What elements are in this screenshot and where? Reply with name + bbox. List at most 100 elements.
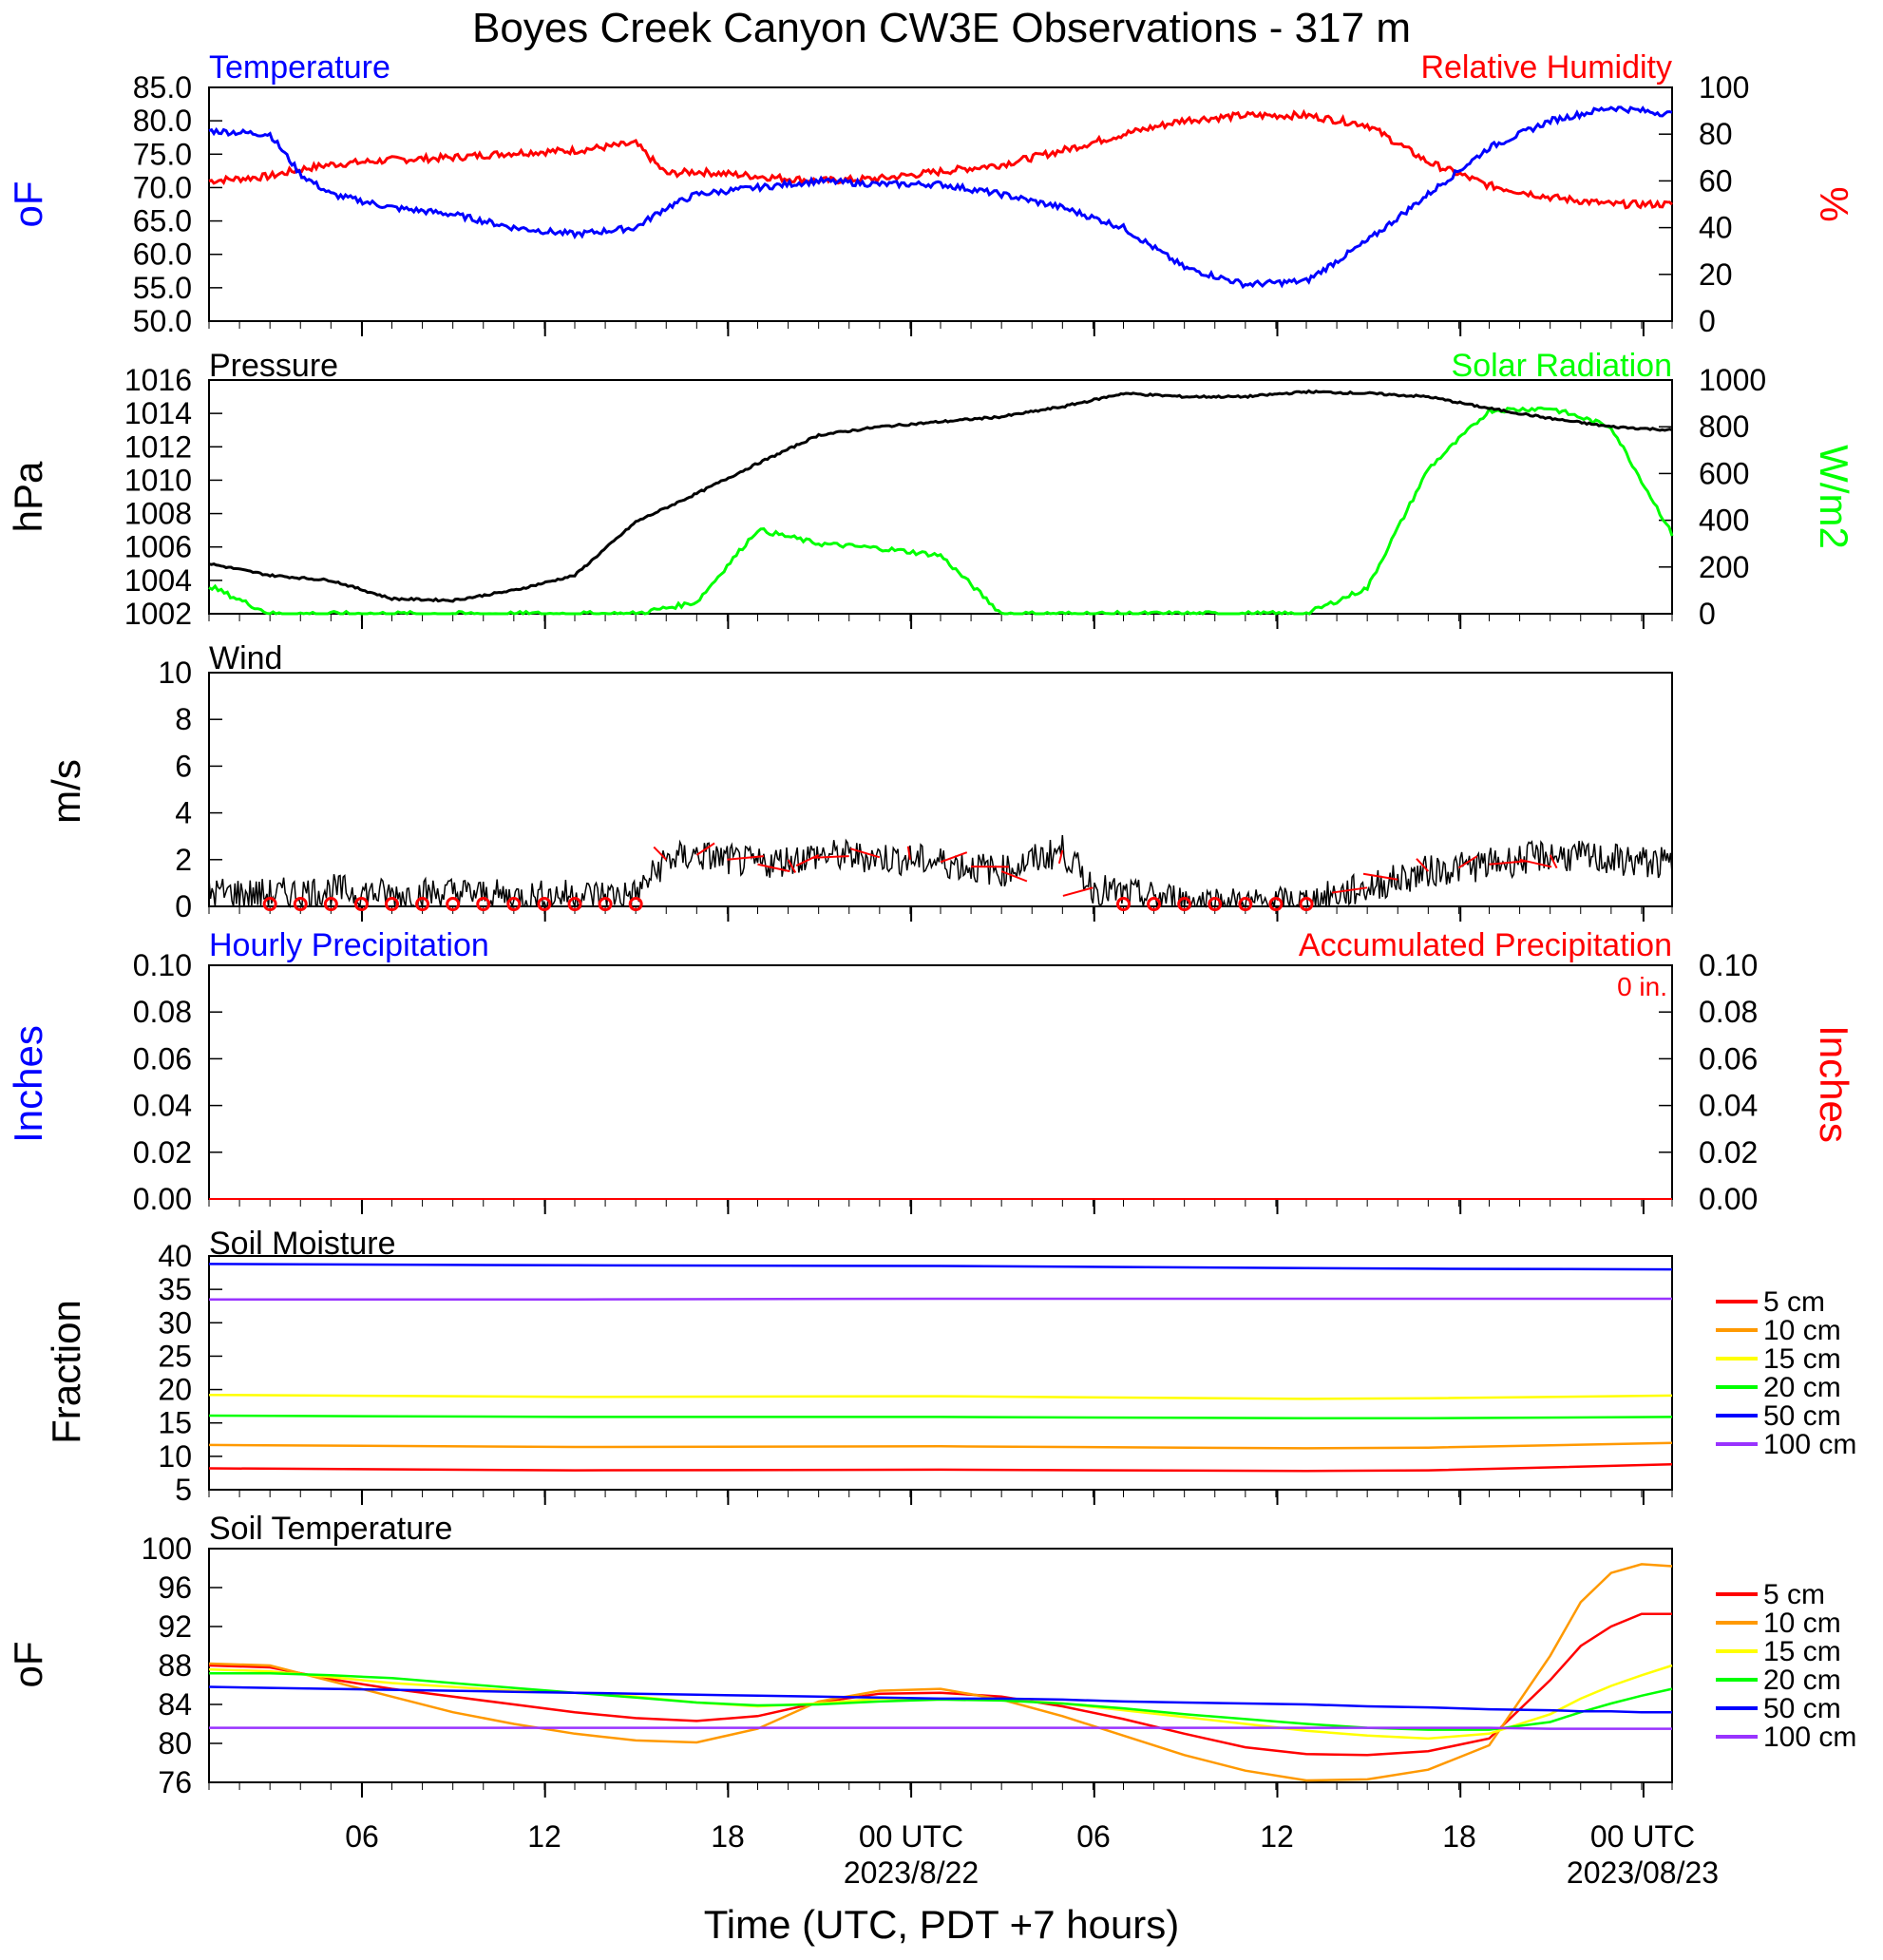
x-tick-label: 12 [1260,1819,1294,1854]
rh-y-tick-label: 80 [1699,117,1733,151]
soil-moisture-y-tick-label: 15 [158,1406,192,1440]
pressure-y-tick-label: 1016 [124,363,192,397]
soil-moisture-y-tick-label: 20 [158,1373,192,1407]
soil-temp-line-100cm [209,1728,1672,1729]
soil-moisture-line-100cm [209,1299,1672,1300]
solar-y-tick-label: 0 [1699,597,1716,631]
pressure-unit-label: hPa [6,461,50,532]
soil-moisture-y-tick-label: 40 [158,1239,192,1273]
soil-temp-y-tick-label: 80 [158,1726,192,1760]
precip-right-y-tick-label: 0.00 [1699,1182,1758,1216]
precip-right-y-tick-label: 0.10 [1699,948,1758,982]
precip-left-y-tick-label: 0.02 [133,1135,192,1170]
soil-moisture-y-tick-label: 25 [158,1339,192,1373]
legend-label-20cm: 20 cm [1763,1665,1841,1696]
legend-label-15cm: 15 cm [1763,1343,1841,1375]
temp-y-tick-label: 70.0 [133,170,192,204]
pressure-y-tick-label: 1004 [124,563,192,598]
legend-label-50cm: 50 cm [1763,1693,1841,1724]
soil-temp-unit-label: oF [6,1641,50,1687]
x-axis-label: Time (UTC, PDT +7 hours) [704,1902,1180,1947]
soil-moisture-y-tick-label: 30 [158,1305,192,1340]
x-date-label: 2023/08/23 [1567,1855,1719,1890]
soil-moisture-y-tick-label: 10 [158,1439,192,1474]
precip-hourly-title: Hourly Precipitation [209,927,489,963]
precip-left-unit-label: Inches [6,1025,50,1143]
wind-y-tick-label: 10 [158,656,192,690]
x-tick-label: 00 UTC [1590,1819,1695,1854]
precip-accum-title: Accumulated Precipitation [1299,927,1672,963]
temp-y-tick-label: 85.0 [133,70,192,105]
soil-temp-y-tick-label: 92 [158,1609,192,1644]
pressure-y-tick-label: 1002 [124,597,192,631]
pressure-y-tick-label: 1014 [124,396,192,430]
solar-panel-title: Solar Radiation [1452,348,1672,384]
temp-y-tick-label: 50.0 [133,304,192,338]
solar-y-tick-label: 400 [1699,504,1749,538]
legend-label-10cm: 10 cm [1763,1315,1841,1346]
pressure-panel-title: Pressure [209,348,338,384]
legend-label-100cm: 100 cm [1763,1429,1856,1460]
x-tick-label: 00 UTC [859,1819,963,1854]
temp-unit-label: oF [6,181,50,227]
soil-moisture-y-tick-label: 35 [158,1272,192,1306]
soil-temp-y-tick-label: 88 [158,1648,192,1683]
legend-label-5cm: 5 cm [1763,1579,1825,1610]
wind-y-tick-label: 2 [175,843,192,877]
rh-y-tick-label: 20 [1699,257,1733,292]
precip-right-unit-label: Inches [1812,1025,1856,1143]
soil-temp-y-tick-label: 76 [158,1765,192,1799]
precip-right-y-tick-label: 0.02 [1699,1135,1758,1170]
pressure-y-tick-label: 1006 [124,530,192,564]
temp-y-tick-label: 75.0 [133,137,192,171]
legend-label-20cm: 20 cm [1763,1372,1841,1403]
solar-y-tick-label: 200 [1699,550,1749,584]
x-tick-label: 18 [1442,1819,1476,1854]
legend-label-100cm: 100 cm [1763,1722,1856,1753]
x-tick-label: 12 [527,1819,561,1854]
pressure-y-tick-label: 1008 [124,497,192,531]
wind-y-tick-label: 6 [175,749,192,783]
pressure-y-tick-label: 1010 [124,463,192,497]
precip-right-y-tick-label: 0.04 [1699,1089,1758,1123]
legend-label-50cm: 50 cm [1763,1400,1841,1432]
precip-right-y-tick-label: 0.06 [1699,1041,1758,1075]
soil-moisture-y-tick-label: 5 [175,1473,192,1507]
rh-y-tick-label: 60 [1699,163,1733,198]
wind-y-tick-label: 0 [175,889,192,923]
wind-unit-label: m/s [44,759,88,824]
rh-y-tick-label: 100 [1699,70,1749,105]
precip-left-y-tick-label: 0.04 [133,1089,192,1123]
soil-temp-y-tick-label: 100 [142,1532,192,1566]
soil-temp-title: Soil Temperature [209,1511,452,1547]
precip-left-y-tick-label: 0.00 [133,1182,192,1216]
wind-panel-title: Wind [209,640,282,676]
rh-panel-title: Relative Humidity [1420,49,1672,86]
precip-accum-value: 0 in. [1617,972,1667,1001]
rh-unit-label: % [1812,186,1856,221]
temp-y-tick-label: 65.0 [133,204,192,238]
solar-y-tick-label: 600 [1699,456,1749,490]
temp-panel-title: Temperature [209,49,390,86]
legend-label-5cm: 5 cm [1763,1286,1825,1318]
precip-left-y-tick-label: 0.10 [133,948,192,982]
wind-y-tick-label: 4 [175,796,192,830]
precip-left-y-tick-label: 0.08 [133,995,192,1029]
soil-temp-y-tick-label: 96 [158,1570,192,1605]
legend-label-10cm: 10 cm [1763,1608,1841,1639]
temp-y-tick-label: 55.0 [133,271,192,305]
pressure-y-tick-label: 1012 [124,429,192,464]
solar-y-tick-label: 800 [1699,409,1749,444]
x-date-label: 2023/8/22 [844,1855,979,1890]
legend-label-15cm: 15 cm [1763,1636,1841,1667]
rh-y-tick-label: 40 [1699,211,1733,245]
precip-right-y-tick-label: 0.08 [1699,995,1758,1029]
precip-left-y-tick-label: 0.06 [133,1041,192,1075]
x-tick-label: 06 [1076,1819,1111,1854]
solar-y-tick-label: 1000 [1699,363,1766,397]
x-tick-label: 18 [711,1819,745,1854]
x-tick-label: 06 [345,1819,379,1854]
